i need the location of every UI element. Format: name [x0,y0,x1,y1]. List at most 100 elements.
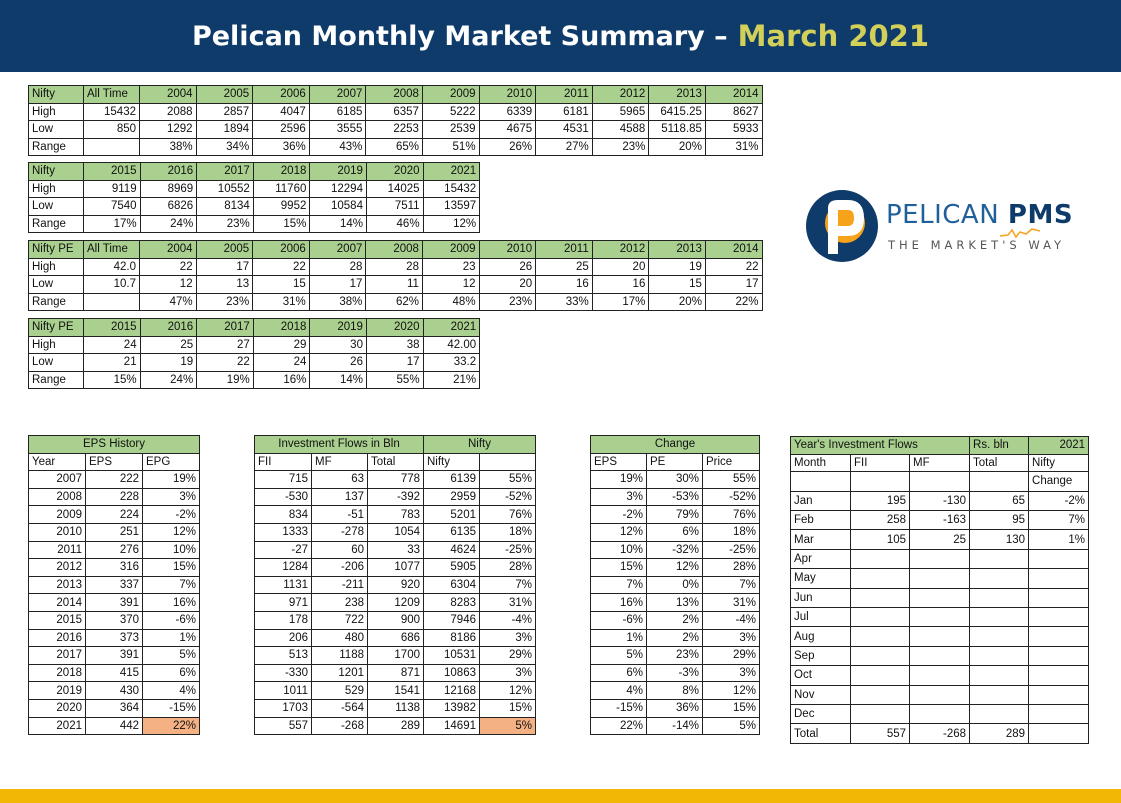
table-cell: 871 [367,663,424,683]
table-row: 2015 370 -6% [28,610,200,630]
table-cell: 76% [702,505,760,524]
table-cell: 224 [85,505,143,524]
table-cell: 22 [196,353,254,372]
table-cell: 1209 [367,593,424,612]
table-row: Apr [790,548,1090,570]
table-cell: 10531 [423,646,480,665]
table-cell [1028,684,1090,705]
table-cell: 1292 [139,120,197,139]
table-cell [1028,568,1090,589]
table-cell: 1894 [195,120,254,139]
table-cell: 2857 [195,102,254,122]
table-cell: 105 [850,529,910,550]
table-cell [969,587,1030,609]
row-label: Oct [790,665,851,686]
table-cell: 6% [590,663,647,683]
column-header: 2012 [591,85,650,104]
table-cell: 5222 [421,102,480,122]
table-cell: 5% [702,716,760,736]
table-cell: 900 [367,610,424,630]
table-cell: 6% [646,522,703,542]
table-cell [969,645,1030,667]
column-header: 2013 [648,240,706,259]
column-header: Nifty [1028,453,1090,473]
table-cell: 2015 [28,610,86,630]
table-row: -6% 2% -4% [590,610,760,630]
column-header: Nifty [423,452,480,472]
table-cell [83,292,140,312]
title-row: EPS History [28,435,200,454]
table-cell [1028,703,1090,725]
eps-history-title: EPS History [28,435,200,454]
table-cell [969,607,1030,628]
table-row: 1011 529 1541 12168 12% [254,681,536,700]
column-header: Nifty PE [28,318,84,337]
table-row: Range 17% 24% 23% 15% 14% 46% 12% [28,214,481,234]
table-cell: 4% [142,681,200,700]
column-header: Nifty PE [28,240,84,259]
table-cell: 6185 [308,102,367,122]
column-header: 2012 [591,240,650,259]
table-cell: 7946 [423,610,480,630]
table-row: Range 15% 24% 19% 16% 14% 55% 21% [28,370,481,390]
table-cell: 6181 [535,102,593,122]
table-cell [1028,548,1090,570]
table-cell: 238 [311,593,368,612]
table-cell [969,626,1030,647]
table-row: Aug [790,626,1090,647]
table-cell: 137 [311,487,368,507]
table-cell: 13597 [422,197,481,216]
table-row: 12% 6% 18% [590,522,760,542]
table-cell: 1703 [254,698,312,718]
table-cell: 557 [850,723,910,744]
table-cell: 23% [478,292,537,312]
header-row: Nifty 2015 2016 2017 2018 2019 2020 2021 [28,162,481,181]
table-cell: 33 [367,540,424,560]
row-label: May [790,568,851,589]
table-row: Range 38% 34% 36% 43% 65% 51% 26% 27% 23% 20% 31% [28,137,763,157]
table-row: 2018 415 6% [28,663,200,683]
table-cell: 7% [590,575,647,595]
table-cell: 38% [139,137,197,157]
row-label: Range [28,137,84,157]
table-cell: 43% [308,137,367,157]
column-header: Nifty [28,162,84,181]
table-cell: 21% [422,370,481,390]
nifty-pe-recent-table: Nifty PE 2015 2016 2017 2018 2019 2020 2021 High… [28,318,481,390]
table-cell: 19% [590,470,647,489]
table-cell: 16% [142,593,200,612]
table-cell: 30% [646,470,703,489]
column-header: 2018 [252,318,311,337]
table-cell: 5% [590,646,647,665]
table-cell: -330 [254,663,312,683]
table-cell: -15% [590,698,647,718]
table-row: Range 47% 23% 31% 38% 62% 48% 23% 33% 17% 20% 22% [28,292,763,312]
column-header: 2017 [196,162,254,181]
table-cell: 3% [590,487,647,507]
investment-flows-table: Investment Flows in Bln Nifty FII MF Total Ni… [254,435,536,736]
table-cell: 391 [85,646,143,665]
table-cell: 10584 [309,197,367,216]
table-cell: 2088 [139,102,197,122]
row-label: Range [28,292,84,312]
table-cell [1028,665,1090,686]
table-cell: 10552 [196,179,254,199]
table-row: 2012 316 15% [28,558,200,577]
table-cell: 5118.85 [648,120,706,139]
table-cell: 15% [479,698,536,718]
table-cell: 4047 [252,102,310,122]
table-cell: 6339 [478,102,537,122]
table-cell: 12% [590,522,647,542]
page-header: Pelican Monthly Market Summary – March 2… [0,0,1121,72]
change-table: Change EPS PE Price 19% 30% 55% 3% -53% -52% -2% 79… [590,435,760,736]
column-header: 2014 [704,85,763,104]
table-cell: 19 [648,257,706,277]
table-cell: 65% [365,137,423,157]
page-title-month: March 2021 [737,19,930,53]
table-cell [850,568,910,589]
table-cell: 920 [367,575,424,595]
table-cell: 1541 [367,681,424,700]
table-row: 6% -3% 3% [590,663,760,683]
column-header: 2006 [252,85,310,104]
column-header: 2020 [365,162,424,181]
